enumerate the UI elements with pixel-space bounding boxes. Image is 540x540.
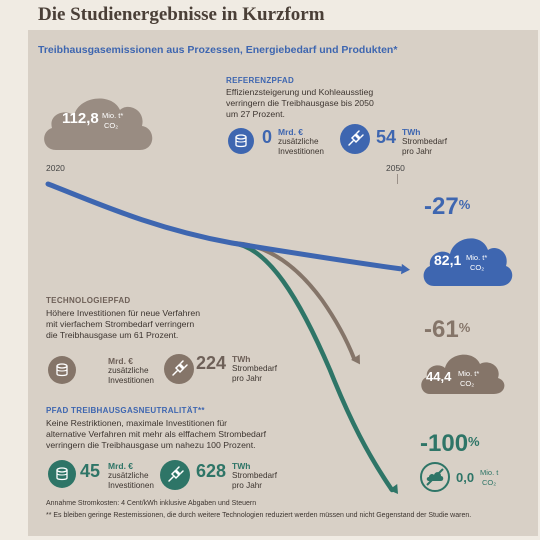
series-arrow-neutrality [388, 484, 398, 494]
neutrality-end-unit: Mio. t [480, 468, 499, 477]
neutrality-desc-3: verringern die Treibhausgase um nahezu 1… [46, 440, 256, 450]
technology-invest-label-2: Investitionen [108, 376, 154, 385]
reference-cloud-unit-co2: CO₂ [470, 263, 485, 272]
reference-cloud-value: 82,1 [434, 252, 462, 268]
reference-power-label-2: pro Jahr [402, 147, 433, 156]
year-start-label: 2020 [46, 163, 65, 173]
neutrality-power-plug-icon [160, 460, 190, 490]
reference-invest-unit: Mrd. € [278, 127, 304, 137]
neutrality-invest-label-1: zusätzliche [108, 471, 149, 480]
technology-cloud-icon [421, 354, 505, 394]
technology-pct: -61% [424, 316, 471, 343]
neutrality-pct: -100% [420, 430, 480, 457]
reference-cloud-icon [423, 238, 513, 286]
technology-invest-unit: Mrd. € [108, 356, 134, 366]
reference-invest-label-2: Investitionen [278, 147, 324, 156]
start-cloud-value: 112,8 [62, 110, 99, 127]
technology-desc-2: mit vierfachem Strombedarf verringern [46, 319, 195, 329]
year-end-label: 2050 [386, 163, 405, 173]
chart-subtitle: Treibhausgasemissionen aus Prozessen, En… [38, 44, 398, 56]
technology-cloud-unit: Mio. t* [458, 369, 480, 378]
reference-invest-label-1: zusätzliche [278, 137, 319, 146]
reference-desc-3: um 27 Prozent. [226, 109, 285, 119]
technology-desc-3: die Treibhausgase um 61 Prozent. [46, 330, 179, 340]
footnote-restemission: ** Es bleiben geringe Restemissionen, di… [46, 512, 472, 519]
reference-desc-1: Effizienzsteigerung und Kohleausstieg [226, 87, 374, 97]
technology-cloud-unit-co2: CO₂ [460, 379, 475, 388]
reference-pct: -27% [424, 193, 471, 220]
reference-invest-coins-icon [228, 128, 254, 154]
technology-power-label-1: Strombedarf [232, 364, 278, 373]
neutrality-power-unit: TWh [232, 461, 251, 471]
reference-power-unit: TWh [402, 127, 421, 137]
neutrality-power-label-2: pro Jahr [232, 481, 263, 490]
series-arrow-technology [351, 354, 360, 365]
footnote-cost: Annahme Stromkosten: 4 Cent/kWh inklusiv… [46, 500, 257, 507]
neutrality-desc-1: Keine Restriktionen, maximale Investitio… [46, 418, 228, 428]
reference-power-label-1: Strombedarf [402, 137, 448, 146]
neutrality-invest-coins-icon [48, 460, 76, 488]
neutrality-invest-unit: Mrd. € [108, 461, 134, 471]
series-line-neutrality [229, 240, 395, 493]
neutrality-no-emission-icon [420, 462, 450, 492]
neutrality-end-value: 0,0 [456, 470, 475, 485]
neutrality-invest-value: 45 [80, 461, 101, 481]
neutrality-heading: PFAD TREIBHAUSGASNEUTRALITÄT** [46, 406, 205, 415]
reference-power-value: 54 [376, 127, 397, 147]
neutrality-invest-label-2: Investitionen [108, 481, 154, 490]
neutrality-desc-2: alternative Verfahren mit mehr als elffa… [46, 429, 267, 439]
technology-heading: TECHNOLOGIEPFAD [46, 296, 131, 305]
page-title: Die Studienergebnisse in Kurzform [38, 4, 325, 25]
technology-cloud-value: 44,4 [426, 369, 452, 384]
series-line-reference [45, 181, 403, 272]
technology-desc-1: Höhere Investitionen für neue Verfahren [46, 308, 201, 318]
year-end-tick [397, 174, 398, 184]
reference-invest-value: 0 [262, 127, 273, 147]
technology-power-unit: TWh [232, 354, 251, 364]
reference-heading: REFERENZPFAD [226, 76, 295, 85]
series-arrow-reference [401, 263, 410, 275]
reference-cloud-unit: Mio. t* [466, 253, 488, 262]
start-cloud-unit-co2: CO₂ [104, 121, 119, 130]
reference-power-plug-icon [340, 124, 370, 154]
start-cloud-unit: Mio. t* [102, 111, 124, 120]
neutrality-power-label-1: Strombedarf [232, 471, 278, 480]
technology-power-label-2: pro Jahr [232, 374, 263, 383]
technology-invest-coins-icon [48, 356, 76, 384]
neutrality-power-value: 628 [196, 461, 227, 481]
technology-power-plug-icon [164, 354, 194, 384]
technology-invest-label-1: zusätzliche [108, 366, 149, 375]
neutrality-end-unit-co2: CO₂ [482, 478, 497, 487]
reference-desc-2: verringern die Treibhausgase bis 2050 [226, 98, 374, 108]
start-cloud-icon [44, 98, 153, 150]
technology-power-value: 224 [196, 353, 227, 373]
